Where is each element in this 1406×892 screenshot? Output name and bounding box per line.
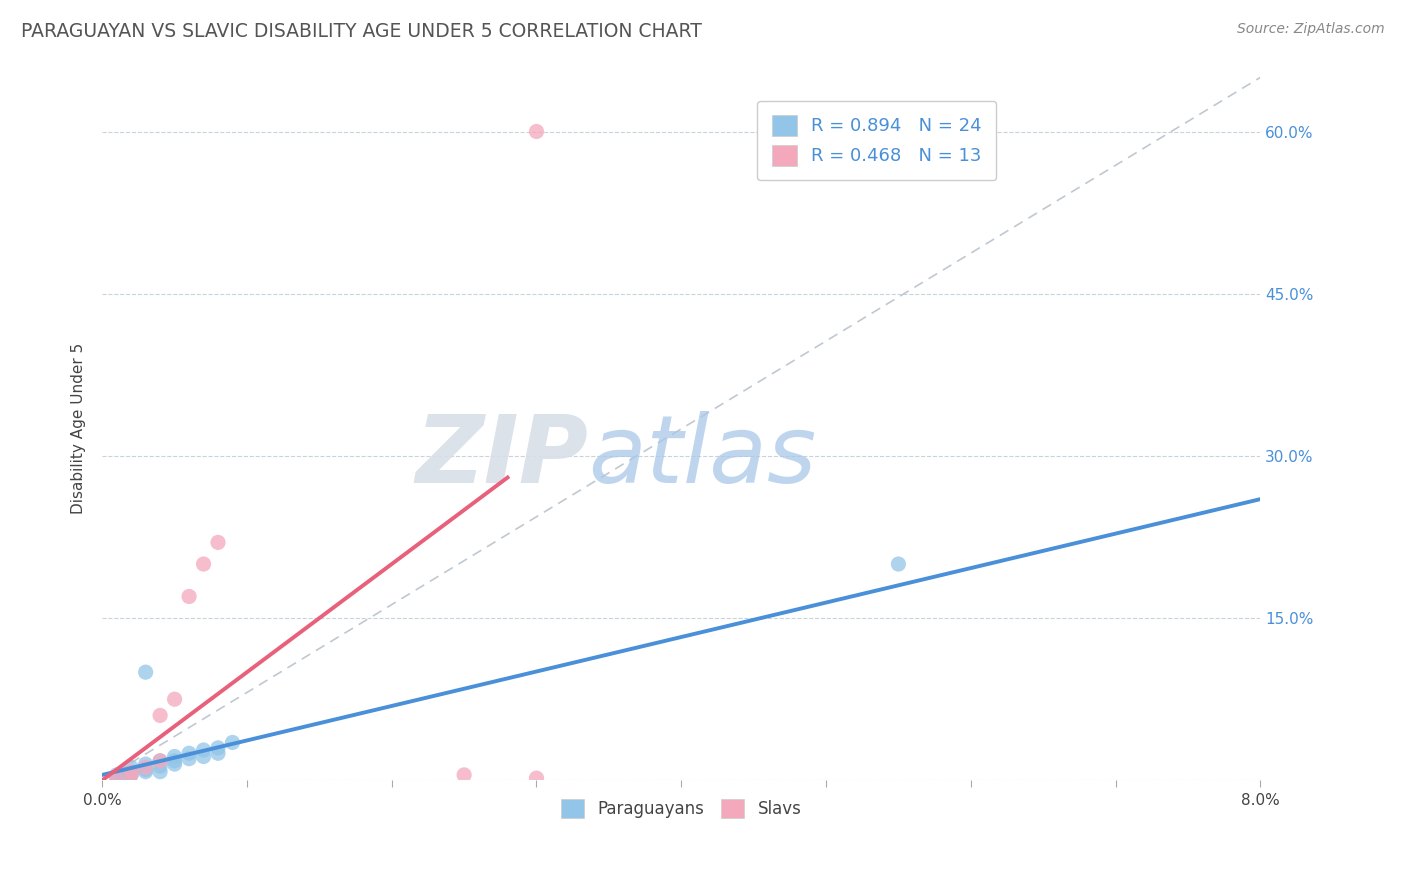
Point [526,124,548,138]
Point [120,768,142,782]
Point [135,665,157,680]
Text: atlas: atlas [589,411,817,502]
Point [193,743,215,757]
Point [177,746,200,760]
Point [207,740,229,755]
Point [120,760,142,774]
Point [193,557,215,571]
Point [120,768,142,782]
Point [135,760,157,774]
Point [177,590,200,604]
Point [135,763,157,777]
Point [163,749,186,764]
Point [135,757,157,772]
Point [887,557,910,571]
Point [120,764,142,779]
Point [149,754,172,768]
Point [221,735,243,749]
Point [163,757,186,772]
Point [120,765,142,780]
Legend: Paraguayans, Slavs: Paraguayans, Slavs [554,792,808,825]
Point [207,746,229,760]
Point [149,759,172,773]
Point [149,708,172,723]
Point [112,770,135,784]
Point [526,771,548,785]
Point [105,771,128,785]
Point [163,692,186,706]
Point [135,764,157,779]
Point [105,768,128,782]
Text: ZIP: ZIP [416,411,589,503]
Point [177,752,200,766]
Y-axis label: Disability Age Under 5: Disability Age Under 5 [72,343,86,515]
Point [453,768,475,782]
Point [149,764,172,779]
Text: Source: ZipAtlas.com: Source: ZipAtlas.com [1237,22,1385,37]
Text: PARAGUAYAN VS SLAVIC DISABILITY AGE UNDER 5 CORRELATION CHART: PARAGUAYAN VS SLAVIC DISABILITY AGE UNDE… [21,22,702,41]
Point [149,754,172,768]
Point [105,771,128,785]
Point [193,749,215,764]
Point [163,754,186,768]
Point [207,535,229,549]
